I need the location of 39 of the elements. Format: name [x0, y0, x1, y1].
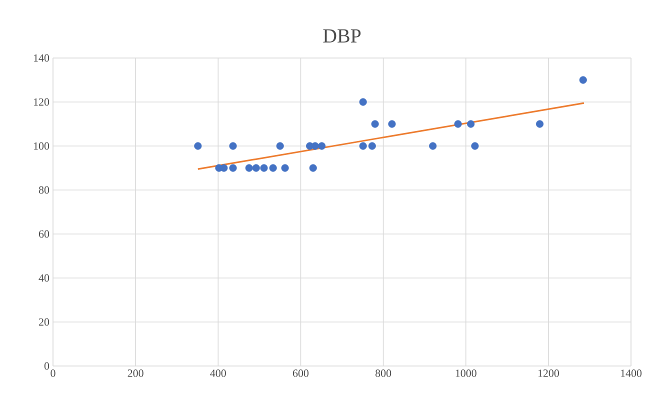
point [536, 120, 544, 128]
point [388, 120, 396, 128]
y-tick-label: 80 [38, 186, 50, 194]
point [471, 142, 479, 150]
y-tick-label: 140 [34, 54, 50, 62]
point [318, 142, 326, 150]
point [467, 120, 475, 128]
point [194, 142, 202, 150]
y-tick-label: 20 [39, 318, 50, 326]
point [359, 98, 367, 106]
point [252, 164, 260, 172]
x-tick-label: 1400 [621, 370, 642, 377]
point [229, 142, 237, 150]
x-tick-label: 0 [50, 370, 56, 377]
y-tick-label: 0 [44, 362, 50, 370]
y-tick-label: 100 [34, 142, 50, 150]
x-tick-label: 1000 [456, 370, 476, 377]
point [579, 76, 587, 84]
y-tick-label: 60 [38, 230, 50, 238]
point [359, 142, 367, 150]
point [245, 164, 253, 172]
x-tick-label: 800 [375, 370, 392, 377]
point [368, 142, 376, 150]
x-tick-label: 600 [292, 370, 309, 377]
point [269, 164, 277, 172]
point [229, 164, 237, 172]
point [371, 120, 379, 128]
point [281, 164, 289, 172]
x-tick-label: 200 [128, 370, 144, 377]
y-tick-label: 40 [38, 274, 50, 282]
x-tick-label: 400 [210, 370, 226, 377]
point [260, 164, 268, 172]
chart-title: DBP [323, 29, 361, 43]
y-tick-label: 120 [34, 98, 50, 106]
point [276, 142, 284, 150]
x-tick-label: 1200 [538, 370, 559, 377]
point [309, 164, 317, 172]
point [454, 120, 462, 128]
point [429, 142, 437, 150]
